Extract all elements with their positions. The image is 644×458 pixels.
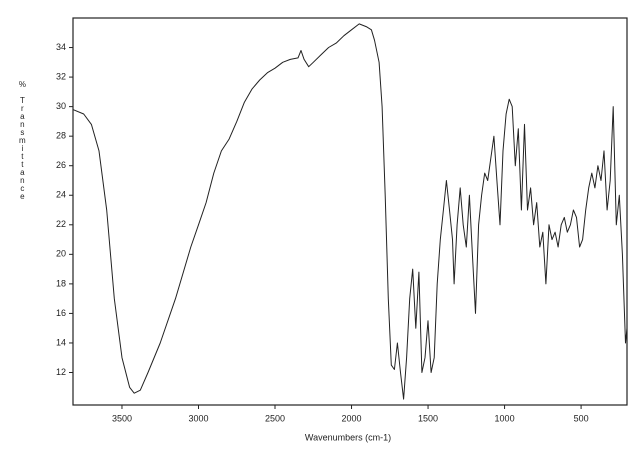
y-tick-label: 34 — [56, 42, 66, 52]
x-tick-label: 500 — [574, 413, 589, 423]
x-tick-label: 1500 — [418, 413, 438, 423]
x-tick-label: 1000 — [495, 413, 515, 423]
y-tick-label: 12 — [56, 367, 66, 377]
y-tick-label: 16 — [56, 308, 66, 318]
y-tick-label: 32 — [56, 71, 66, 81]
y-tick-label: 22 — [56, 219, 66, 229]
y-axis-label: % Transmittance — [18, 80, 27, 200]
spectrum-line — [72, 23, 628, 400]
y-tick-label: 30 — [56, 101, 66, 111]
plot-frame — [72, 17, 628, 406]
y-axis-label-text: % Transmittance — [18, 80, 27, 200]
x-tick-label: 3000 — [188, 413, 208, 423]
x-axis-label: Wavenumbers (cm-1) — [305, 432, 391, 442]
x-tick-label: 2000 — [342, 413, 362, 423]
y-tick-label: 26 — [56, 160, 66, 170]
x-tick-label: 3500 — [112, 413, 132, 423]
x-tick-label: 2500 — [265, 413, 285, 423]
y-tick-label: 24 — [56, 190, 66, 200]
y-tick-label: 14 — [56, 337, 66, 347]
y-tick-label: 18 — [56, 278, 66, 288]
y-tick-label: 28 — [56, 131, 66, 141]
y-tick-label: 20 — [56, 249, 66, 259]
